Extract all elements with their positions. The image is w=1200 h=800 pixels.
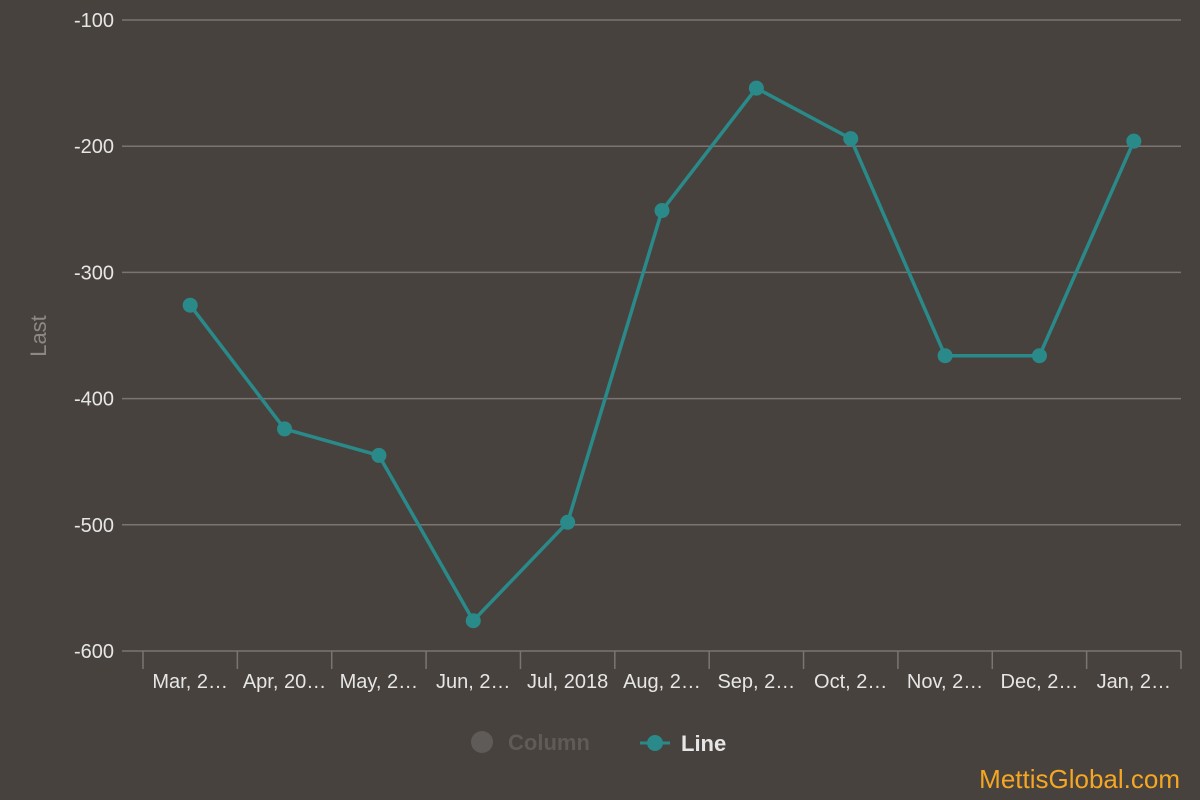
x-tick-label: Aug, 2… [623,671,701,693]
legend-item-line[interactable]: Line [640,731,726,756]
data-point[interactable] [277,421,293,437]
series-line [188,86,1136,623]
data-point[interactable] [748,80,764,96]
legend-line-label: Line [681,731,726,756]
x-tick-label: Mar, 2… [152,671,228,693]
legend-column-label: Column [508,730,590,755]
legend-column-marker-icon [471,731,493,753]
x-tick-label: May, 2… [340,671,419,693]
data-point[interactable] [654,203,670,219]
y-tick-label: -500 [74,515,114,537]
x-tick-label: Jun, 2… [436,671,510,693]
data-point[interactable] [937,348,953,364]
data-point[interactable] [182,297,198,313]
x-tick-label: Sep, 2… [717,671,795,693]
data-point[interactable] [560,514,576,530]
x-tick-label: Jan, 2… [1097,671,1171,693]
data-point[interactable] [371,447,387,463]
legend-line-marker-icon [647,735,663,751]
legend-item-column[interactable]: Column [471,730,590,755]
watermark-text: MettisGlobal.com [979,764,1180,794]
x-tick-label: Oct, 2… [814,671,887,693]
y-axis-title: Last [26,315,51,357]
data-point[interactable] [465,613,481,629]
data-point[interactable] [843,131,859,147]
y-axis: -100 -200 -300 -400 -500 -600 [74,10,114,663]
y-tick-label: -600 [74,641,114,663]
x-tick-label: Jul, 2018 [527,671,608,693]
x-tick-label: Dec, 2… [1001,671,1079,693]
grid-layer [122,19,1181,652]
y-tick-label: -300 [74,262,114,284]
y-tick-label: -400 [74,389,114,411]
legend: Column Line [471,730,726,756]
data-point[interactable] [1031,348,1047,364]
x-axis: Mar, 2… Apr, 20… May, 2… Jun, 2… Jul, 2018 Au… [142,651,1182,693]
y-tick-label: -100 [74,10,114,32]
x-tick-label: Nov, 2… [907,671,983,693]
y-tick-label: -200 [74,136,114,158]
series-layer [182,80,1142,629]
data-point[interactable] [1126,133,1142,149]
x-tick-label: Apr, 20… [243,671,326,693]
